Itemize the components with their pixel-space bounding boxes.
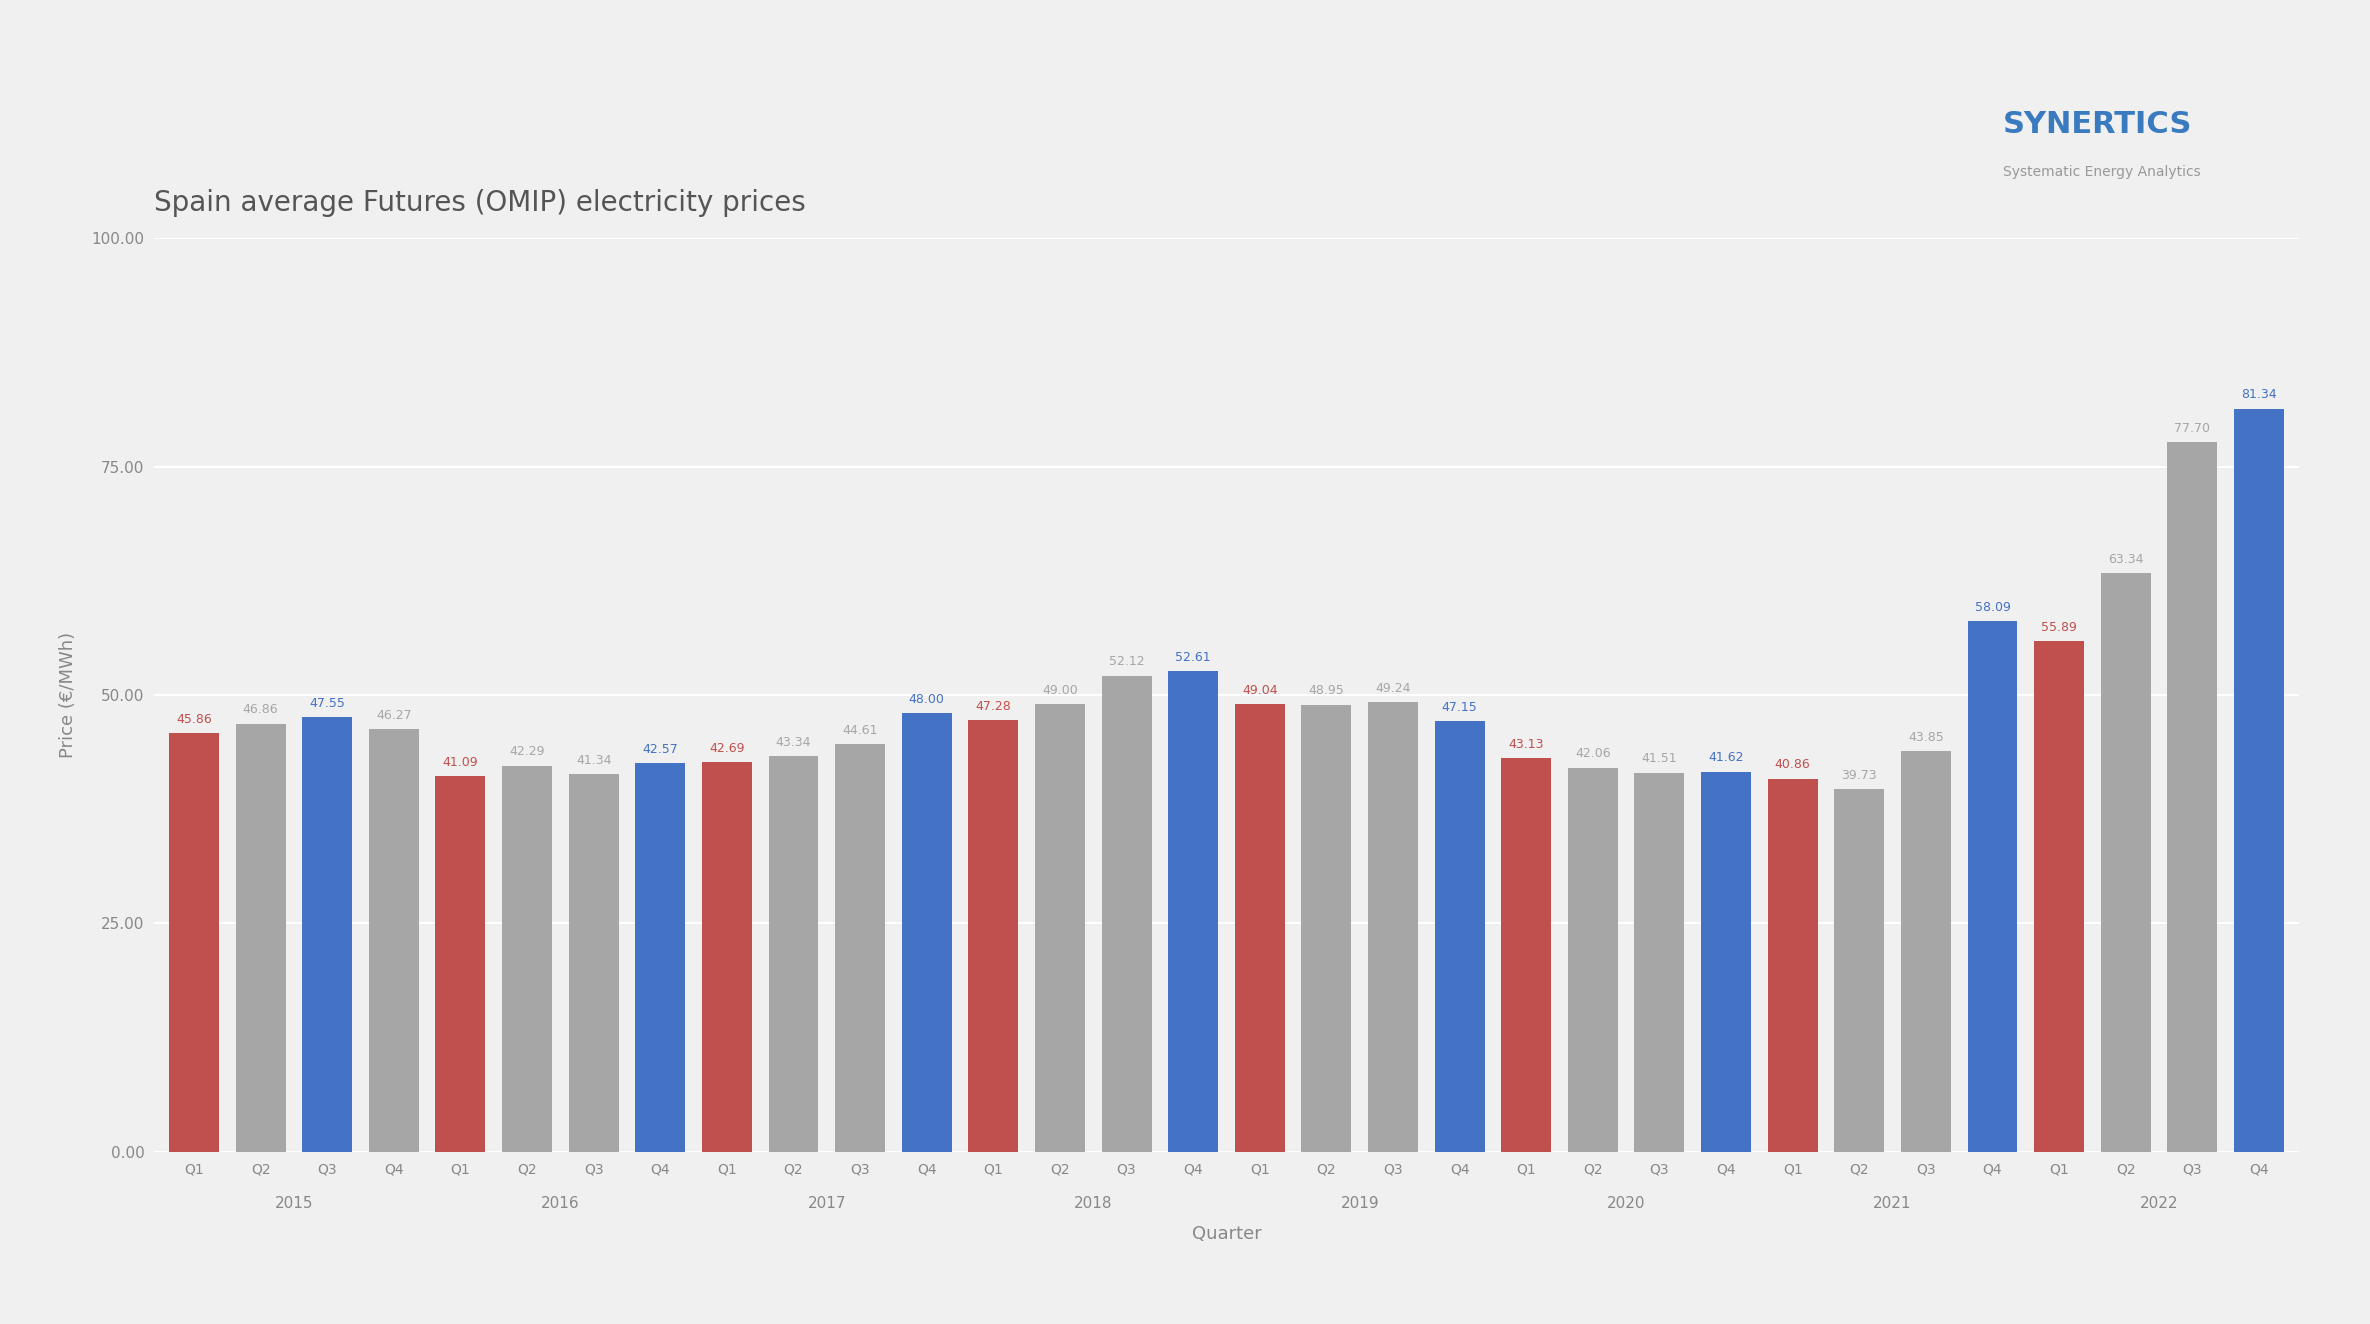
Text: 77.70: 77.70 <box>2173 422 2211 434</box>
Text: 81.34: 81.34 <box>2242 388 2278 401</box>
Bar <box>1434 722 1484 1152</box>
Text: 40.86: 40.86 <box>1775 759 1811 772</box>
Text: 43.85: 43.85 <box>1908 731 1943 744</box>
Text: 48.00: 48.00 <box>908 692 946 706</box>
Text: 49.00: 49.00 <box>1043 685 1078 696</box>
Bar <box>1102 675 1152 1152</box>
Bar <box>635 763 685 1152</box>
Text: 2018: 2018 <box>1074 1197 1112 1211</box>
Text: 47.28: 47.28 <box>976 699 1012 712</box>
Y-axis label: Price (€/MWh): Price (€/MWh) <box>59 632 78 759</box>
Text: 46.27: 46.27 <box>377 708 412 722</box>
Bar <box>901 714 953 1152</box>
Bar <box>235 724 287 1152</box>
Text: 42.06: 42.06 <box>1576 747 1612 760</box>
Text: 42.57: 42.57 <box>642 743 678 756</box>
Bar <box>2235 409 2285 1152</box>
Bar <box>1036 704 1085 1152</box>
Text: 49.04: 49.04 <box>1242 683 1277 696</box>
Bar <box>1301 704 1351 1152</box>
Text: 48.95: 48.95 <box>1308 685 1344 698</box>
Bar <box>702 761 751 1152</box>
Text: 42.29: 42.29 <box>510 745 545 759</box>
Bar <box>834 744 884 1152</box>
Text: Spain average Futures (OMIP) electricity prices: Spain average Futures (OMIP) electricity… <box>154 188 806 217</box>
Text: 2017: 2017 <box>808 1197 846 1211</box>
Bar <box>1635 773 1685 1152</box>
Text: 2019: 2019 <box>1341 1197 1379 1211</box>
Bar <box>1569 768 1619 1152</box>
Text: 2015: 2015 <box>275 1197 313 1211</box>
Text: 2020: 2020 <box>1607 1197 1645 1211</box>
Text: 42.69: 42.69 <box>709 741 744 755</box>
Bar <box>1168 671 1218 1152</box>
Text: 52.12: 52.12 <box>1109 655 1145 669</box>
Bar <box>436 776 486 1152</box>
Bar <box>1901 751 1951 1152</box>
Text: 52.61: 52.61 <box>1176 651 1211 663</box>
X-axis label: Quarter: Quarter <box>1192 1225 1261 1243</box>
Text: 41.51: 41.51 <box>1642 752 1678 765</box>
Text: 41.34: 41.34 <box>576 753 611 767</box>
Text: 2016: 2016 <box>540 1197 581 1211</box>
Bar <box>1702 772 1751 1152</box>
Text: 47.55: 47.55 <box>310 698 346 710</box>
Text: SYNERTICS: SYNERTICS <box>2003 110 2192 139</box>
Bar <box>1367 702 1417 1152</box>
Text: 47.15: 47.15 <box>1441 700 1477 714</box>
Bar <box>502 765 552 1152</box>
Bar <box>569 775 619 1152</box>
Bar <box>168 733 218 1152</box>
Text: 55.89: 55.89 <box>2041 621 2076 634</box>
Text: 63.34: 63.34 <box>2107 553 2142 565</box>
Bar <box>969 720 1019 1152</box>
Bar <box>2033 641 2083 1152</box>
Bar <box>2100 573 2150 1152</box>
Text: 43.13: 43.13 <box>1507 737 1543 751</box>
Bar <box>1967 621 2017 1152</box>
Bar <box>1768 779 1818 1152</box>
Bar <box>768 756 818 1152</box>
Text: 46.86: 46.86 <box>242 703 277 716</box>
Text: 44.61: 44.61 <box>841 724 877 737</box>
Text: 41.62: 41.62 <box>1709 751 1744 764</box>
Bar <box>2166 442 2218 1152</box>
Text: 41.09: 41.09 <box>443 756 479 769</box>
Text: 2021: 2021 <box>1872 1197 1913 1211</box>
Text: 45.86: 45.86 <box>175 712 211 726</box>
Text: 49.24: 49.24 <box>1375 682 1410 695</box>
Text: 58.09: 58.09 <box>1974 601 2010 614</box>
Bar <box>1834 789 1884 1152</box>
Bar <box>1500 757 1552 1152</box>
Bar <box>1235 704 1285 1152</box>
Text: 43.34: 43.34 <box>775 736 811 748</box>
Text: Systematic Energy Analytics: Systematic Energy Analytics <box>2003 164 2199 179</box>
Bar <box>370 730 419 1152</box>
Text: 2022: 2022 <box>2140 1197 2178 1211</box>
Text: 39.73: 39.73 <box>1841 769 1877 781</box>
Bar <box>303 718 353 1152</box>
